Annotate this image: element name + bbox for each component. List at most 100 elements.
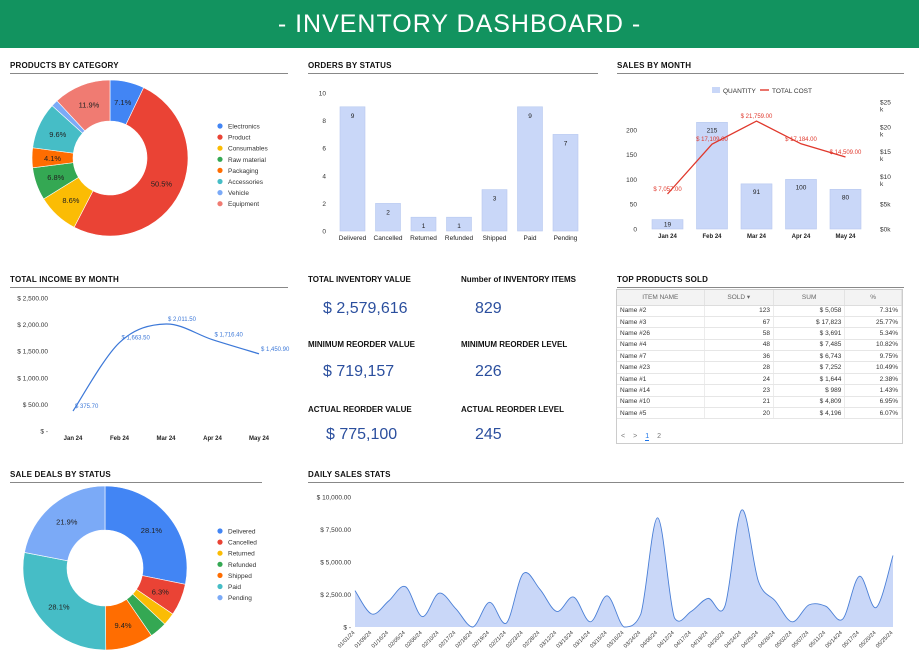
table-row[interactable]: Name #14 23 $ 989 1.43% [617, 384, 902, 397]
dashboard-title: - INVENTORY DASHBOARD - [277, 9, 642, 38]
x-tick-label: Feb 24 [702, 234, 722, 240]
y-tick-label: 2 [322, 201, 326, 208]
y-left-tick-label: 50 [630, 202, 638, 209]
table-row[interactable]: Name #26 58 $ 3,691 5.34% [617, 327, 902, 340]
x-tick-label: 04/12/24 [656, 630, 675, 649]
line-point-label: $ 21,759.00 [741, 114, 773, 120]
column-header-sold[interactable]: SOLD ▾ [704, 290, 774, 306]
table-row[interactable]: Name #23 28 $ 7,252 10.49% [617, 361, 902, 374]
x-tick-label: 05/17/24 [841, 630, 860, 649]
bar [339, 106, 366, 232]
kpi-value-actual-reorder-value: $ 775,100 [326, 426, 398, 443]
bar [517, 106, 543, 232]
kpi-label-minimum-reorder-level: MINIMUM REORDER LEVEL [461, 340, 568, 349]
legend-entry: Accessories [228, 179, 264, 186]
column-header-sum[interactable]: SUM [773, 290, 846, 306]
bar-value-label: 215 [707, 127, 718, 134]
y-tick-label: 0 [322, 229, 326, 236]
donut-slice [73, 87, 189, 237]
pager-page-1[interactable]: 1 [645, 433, 650, 441]
table-row[interactable]: Name #4 48 $ 7,485 10.82% [617, 339, 902, 352]
table-pager: < > 1 2 [621, 433, 661, 441]
x-tick-label: 03/12/24 [539, 630, 558, 649]
x-tick-label: 04/25/24 [741, 630, 760, 649]
x-tick-label: 02/23/24 [505, 630, 524, 649]
cell-sold: 36 [704, 350, 774, 363]
pager-page-2[interactable]: 2 [657, 433, 661, 440]
bar [375, 203, 401, 232]
cell-item-name: Name #1 [617, 373, 705, 386]
x-tick-label: 02/10/24 [421, 630, 440, 649]
section-title-top-products-sold: TOP PRODUCTS SOLD [617, 275, 904, 288]
x-tick-label: 04/26/24 [757, 630, 776, 649]
kpi-value-minimum-reorder-value: $ 719,157 [323, 363, 395, 380]
legend-entry: Packaging [228, 168, 259, 175]
x-tick-label: Apr 24 [203, 436, 222, 442]
pager-next-button[interactable]: > [633, 433, 638, 440]
x-tick-label: 05/25/24 [875, 630, 894, 649]
legend-entry: Shipped [228, 573, 252, 580]
donut-slice [56, 79, 111, 132]
y-tick-label: 6 [322, 146, 326, 153]
cell-item-name: Name #10 [617, 396, 705, 409]
cell-sum: $ 989 [773, 384, 846, 397]
cell-percent: 6.07% [844, 407, 902, 420]
y-right-tick-label-part: k [880, 181, 884, 188]
bar-value-label: 7 [564, 140, 568, 147]
x-tick-label: 04/24/24 [724, 630, 743, 649]
legend-swatch [217, 145, 223, 151]
bar [651, 219, 684, 230]
cell-sum: $ 7,485 [773, 339, 846, 352]
bar-value-label: 1 [422, 223, 426, 230]
table-row[interactable]: Name #10 21 $ 4,809 6.95% [617, 396, 902, 409]
legend-entry: Delivered [228, 529, 256, 536]
y-right-tick-label: $25 k [880, 100, 891, 114]
legend-swatch [217, 190, 223, 196]
x-tick-label: Apr 24 [792, 234, 811, 240]
x-tick-label: Mar 24 [156, 436, 176, 442]
section-title-orders-by-status: ORDERS BY STATUS [308, 61, 598, 74]
slice-label: 21.9% [56, 518, 78, 527]
slice-label: 7.1% [114, 98, 131, 107]
legend-swatch [217, 167, 223, 173]
section-title-products-by-category: PRODUCTS BY CATEGORY [10, 61, 288, 74]
daily-sales-line [354, 509, 894, 628]
y-tick-label: 10 [319, 91, 327, 98]
table-row[interactable]: Name #5 20 $ 4,196 6.07% [617, 407, 902, 420]
table-row[interactable]: Name #7 36 $ 6,743 9.75% [617, 350, 902, 363]
pager-prev-button[interactable]: < [621, 433, 626, 440]
x-tick-label: 01/16/24 [371, 630, 390, 649]
cell-percent: 25.77% [844, 316, 902, 329]
line-point-label: $ 375.70 [75, 404, 99, 410]
bar-value-label: 2 [386, 209, 390, 216]
sort-desc-icon: ▾ [746, 294, 751, 302]
x-tick-label: Jan 24 [64, 436, 83, 442]
column-header-item-name[interactable]: ITEM NAME [617, 290, 705, 306]
y-right-tick-label-part: k [880, 131, 884, 138]
table-row[interactable]: Name #3 67 $ 17,823 25.77% [617, 316, 902, 329]
cell-sold: 123 [704, 305, 774, 317]
line-point-label: $ 7,057.00 [653, 187, 682, 193]
bar [410, 216, 437, 232]
donut-slice [22, 552, 107, 651]
cell-sold: 67 [704, 316, 774, 329]
column-header-percent[interactable]: % [844, 290, 902, 306]
cell-percent: 9.75% [844, 350, 902, 363]
y-tick-label: $ - [40, 429, 48, 436]
cell-item-name: Name #23 [617, 361, 705, 374]
bar-value-label: 3 [493, 196, 497, 203]
y-left-tick-label: 0 [633, 227, 637, 234]
y-right-tick-label-part: $0k [880, 227, 891, 234]
cell-percent: 7.31% [844, 305, 902, 317]
kpi-value-total-inventory-value: $ 2,579,616 [323, 300, 408, 317]
cell-sold: 21 [704, 396, 774, 409]
table-row[interactable]: Name #2 123 $ 5,058 7.31% [617, 305, 902, 317]
slice-label: 6.8% [47, 173, 64, 182]
x-tick-label: Paid [523, 235, 536, 242]
bar [785, 179, 817, 230]
cell-percent: 10.49% [844, 361, 902, 374]
line-point-label: $ 17,184.00 [785, 137, 817, 143]
kpi-label-total-inventory-value: TOTAL INVENTORY VALUE [308, 275, 411, 284]
table-row[interactable]: Name #1 24 $ 1,644 2.38% [617, 373, 902, 386]
